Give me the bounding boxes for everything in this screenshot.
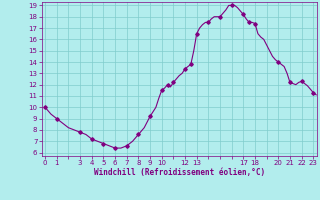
X-axis label: Windchill (Refroidissement éolien,°C): Windchill (Refroidissement éolien,°C) [94,168,265,177]
